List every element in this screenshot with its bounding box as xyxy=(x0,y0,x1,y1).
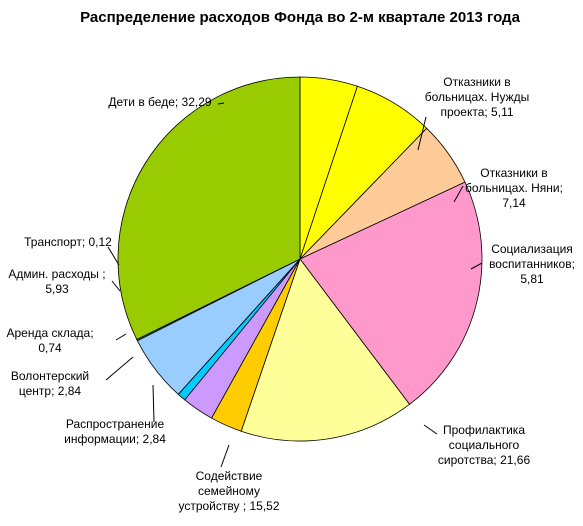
slice-label: Распространение информации; 2,84 xyxy=(64,417,166,446)
leader-line xyxy=(152,384,155,423)
slice-label: Профилактика социального сиротства; 21,66 xyxy=(438,423,531,467)
leader-line xyxy=(105,356,134,381)
slice-label: Аренда склада; 0,74 xyxy=(6,326,93,355)
slice-label-line: 7,14 xyxy=(502,196,526,210)
pie-slice xyxy=(240,258,411,442)
slice-label-line: больницах. Нужды xyxy=(425,90,530,104)
slice-label-line: Отказники в xyxy=(480,166,547,180)
leader-line xyxy=(417,116,427,151)
leader-line xyxy=(423,424,438,435)
slice-label-line: Волонтерский xyxy=(11,369,89,383)
slice-label-line: Профилактика xyxy=(443,423,525,437)
slice-label-line: воспитанников; xyxy=(489,257,575,271)
slice-label-line: центр; 2,84 xyxy=(19,384,82,398)
slice-label-line: Социализация xyxy=(491,242,573,256)
leader-lines xyxy=(105,102,483,468)
leader-line xyxy=(220,444,230,468)
slice-label-line: социального xyxy=(449,438,520,452)
slice-label-line: семейному xyxy=(198,484,260,498)
slice-label: Содействие семейному устройству ; 15,52 xyxy=(178,469,279,513)
slice-label-line: 0,74 xyxy=(38,341,62,355)
slice-label: Отказники в больницах. Нужды проекта; 5,11 xyxy=(425,75,530,119)
slice-label-line: Админ. расходы ; xyxy=(8,267,105,281)
slice-label-line: информации; 2,84 xyxy=(64,432,166,446)
slice-label-line: Отказники в xyxy=(443,75,510,89)
slice-labels: Отказники в больницах. Нужды проекта; 5,11… xyxy=(6,75,574,513)
leader-line xyxy=(453,185,464,203)
slice-label-line: 5,93 xyxy=(45,282,69,296)
slice-label-line: Дети в беде; 32,29 xyxy=(108,95,211,109)
slice-label-line: Транспорт; 0,12 xyxy=(24,235,112,249)
slice-label-line: устройству ; 15,52 xyxy=(178,499,279,513)
chart-title: Распределение расходов Фонда во 2-м квар… xyxy=(80,9,520,26)
slice-label: Дети в беде; 32,29 xyxy=(108,95,211,109)
pie-slices xyxy=(117,76,483,442)
pie-slice xyxy=(299,181,483,405)
slice-label: Социализация воспитанников; 5,81 xyxy=(489,242,575,286)
slice-label-line: Аренда склада; xyxy=(6,326,93,340)
slice-label-line: Распространение xyxy=(66,417,165,431)
leader-line xyxy=(217,102,225,105)
slice-label: Транспорт; 0,12 xyxy=(24,235,112,249)
slice-label: Админ. расходы ; 5,93 xyxy=(8,267,105,296)
slice-label: Волонтерский центр; 2,84 xyxy=(11,369,89,398)
slice-label-line: сиротства; 21,66 xyxy=(438,453,531,467)
slice-label-line: проекта; 5,11 xyxy=(440,105,513,119)
pie-slice xyxy=(117,76,301,341)
slice-label-line: больницах. Няни; xyxy=(465,181,563,195)
leader-line xyxy=(115,333,127,341)
leader-line xyxy=(470,262,483,270)
slice-label-line: 5,81 xyxy=(520,272,544,286)
slice-label: Отказники в больницах. Няни; 7,14 xyxy=(465,166,563,210)
leader-line xyxy=(111,280,121,292)
slice-label-line: Содействие xyxy=(196,469,263,483)
leader-line xyxy=(107,246,120,266)
